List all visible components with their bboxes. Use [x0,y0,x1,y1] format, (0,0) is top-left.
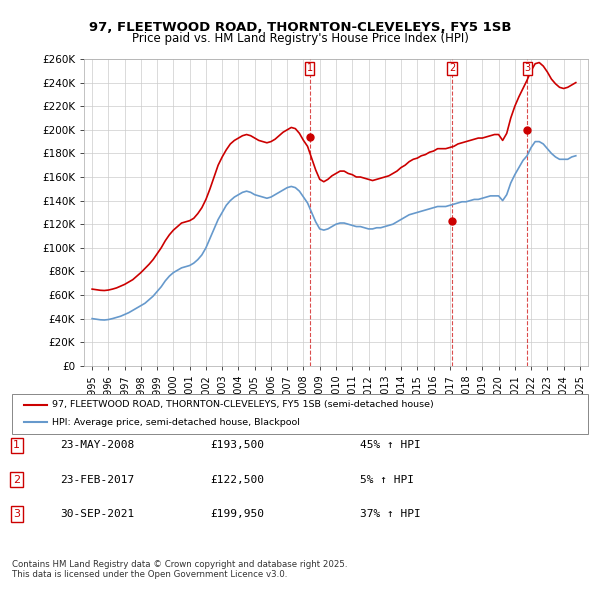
Text: 23-FEB-2017: 23-FEB-2017 [60,475,134,484]
Text: 1: 1 [13,441,20,450]
Text: 97, FLEETWOOD ROAD, THORNTON-CLEVELEYS, FY5 1SB (semi-detached house): 97, FLEETWOOD ROAD, THORNTON-CLEVELEYS, … [52,400,434,409]
Text: 2: 2 [449,64,455,73]
Text: 2: 2 [13,475,20,484]
FancyBboxPatch shape [12,394,588,434]
Text: Contains HM Land Registry data © Crown copyright and database right 2025.
This d: Contains HM Land Registry data © Crown c… [12,560,347,579]
Text: 23-MAY-2008: 23-MAY-2008 [60,441,134,450]
Text: £199,950: £199,950 [210,509,264,519]
Text: 45% ↑ HPI: 45% ↑ HPI [360,441,421,450]
Text: 3: 3 [13,509,20,519]
Text: 97, FLEETWOOD ROAD, THORNTON-CLEVELEYS, FY5 1SB: 97, FLEETWOOD ROAD, THORNTON-CLEVELEYS, … [89,21,511,34]
Text: 1: 1 [307,64,313,73]
Text: 5% ↑ HPI: 5% ↑ HPI [360,475,414,484]
Text: 37% ↑ HPI: 37% ↑ HPI [360,509,421,519]
Text: 3: 3 [524,64,530,73]
Text: £193,500: £193,500 [210,441,264,450]
Text: £122,500: £122,500 [210,475,264,484]
Text: Price paid vs. HM Land Registry's House Price Index (HPI): Price paid vs. HM Land Registry's House … [131,32,469,45]
Text: 30-SEP-2021: 30-SEP-2021 [60,509,134,519]
Text: HPI: Average price, semi-detached house, Blackpool: HPI: Average price, semi-detached house,… [52,418,300,427]
